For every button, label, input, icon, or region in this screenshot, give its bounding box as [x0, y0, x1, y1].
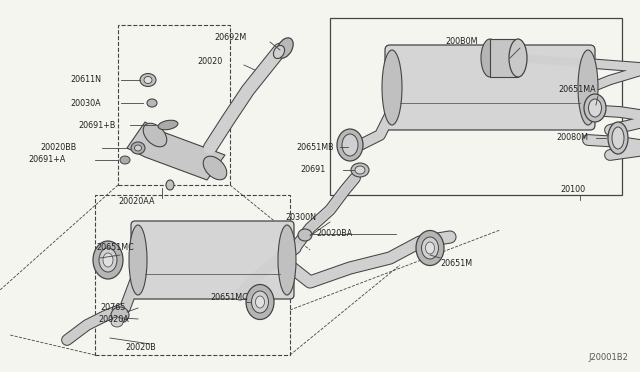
Text: 20651MC: 20651MC: [96, 244, 134, 253]
Ellipse shape: [426, 242, 435, 254]
Ellipse shape: [103, 253, 113, 267]
Text: 20020A: 20020A: [98, 315, 129, 324]
Ellipse shape: [342, 134, 358, 156]
Text: J20001B2: J20001B2: [588, 353, 628, 362]
Ellipse shape: [99, 248, 117, 272]
Text: 20100: 20100: [560, 186, 585, 195]
Text: 20020AA: 20020AA: [118, 198, 154, 206]
Ellipse shape: [134, 145, 141, 151]
Bar: [490, 39, 518, 77]
Ellipse shape: [204, 156, 227, 180]
Ellipse shape: [277, 38, 293, 58]
Ellipse shape: [509, 39, 527, 77]
Ellipse shape: [351, 163, 369, 177]
Text: 20691+B: 20691+B: [78, 121, 115, 129]
Ellipse shape: [158, 120, 178, 130]
Ellipse shape: [255, 296, 264, 308]
Text: 20300N: 20300N: [285, 214, 316, 222]
Ellipse shape: [144, 77, 152, 83]
FancyBboxPatch shape: [131, 221, 294, 299]
Bar: [118, 25, 230, 185]
Ellipse shape: [120, 156, 130, 164]
Text: 20651M: 20651M: [440, 259, 472, 267]
Text: 20030A: 20030A: [70, 99, 100, 108]
Text: 20691+A: 20691+A: [28, 155, 65, 164]
Ellipse shape: [416, 231, 444, 266]
Ellipse shape: [111, 317, 123, 327]
Text: 20651MA: 20651MA: [558, 86, 596, 94]
Ellipse shape: [111, 307, 129, 323]
Ellipse shape: [355, 166, 365, 174]
Ellipse shape: [589, 99, 602, 117]
Text: 20020BB: 20020BB: [40, 144, 76, 153]
Text: 20020: 20020: [197, 58, 222, 67]
Text: 20692M: 20692M: [214, 33, 246, 42]
Ellipse shape: [337, 129, 363, 161]
Bar: [330, 18, 622, 195]
Ellipse shape: [143, 123, 167, 147]
Text: 20765: 20765: [100, 304, 125, 312]
Ellipse shape: [578, 50, 598, 125]
Ellipse shape: [481, 39, 499, 77]
Ellipse shape: [612, 127, 624, 149]
Ellipse shape: [278, 225, 296, 295]
Text: 20651MC: 20651MC: [210, 294, 248, 302]
Text: 20611N: 20611N: [70, 76, 101, 84]
Bar: [95, 195, 290, 355]
Ellipse shape: [252, 291, 269, 313]
Ellipse shape: [93, 241, 123, 279]
Ellipse shape: [131, 142, 145, 154]
Ellipse shape: [382, 50, 402, 125]
Ellipse shape: [246, 285, 274, 320]
Text: 200B0M: 200B0M: [445, 38, 477, 46]
Text: 20020BA: 20020BA: [316, 230, 352, 238]
Ellipse shape: [422, 237, 438, 259]
Ellipse shape: [129, 225, 147, 295]
Ellipse shape: [298, 229, 312, 241]
Ellipse shape: [273, 45, 285, 58]
Polygon shape: [127, 122, 225, 180]
Text: 20651MB: 20651MB: [296, 142, 333, 151]
Text: 20080M: 20080M: [556, 134, 588, 142]
Ellipse shape: [608, 122, 628, 154]
FancyBboxPatch shape: [385, 45, 595, 130]
Ellipse shape: [166, 180, 174, 190]
Text: 20020B: 20020B: [125, 343, 156, 353]
Ellipse shape: [140, 74, 156, 87]
Text: 20691: 20691: [300, 166, 325, 174]
Ellipse shape: [147, 99, 157, 107]
Ellipse shape: [584, 94, 606, 122]
